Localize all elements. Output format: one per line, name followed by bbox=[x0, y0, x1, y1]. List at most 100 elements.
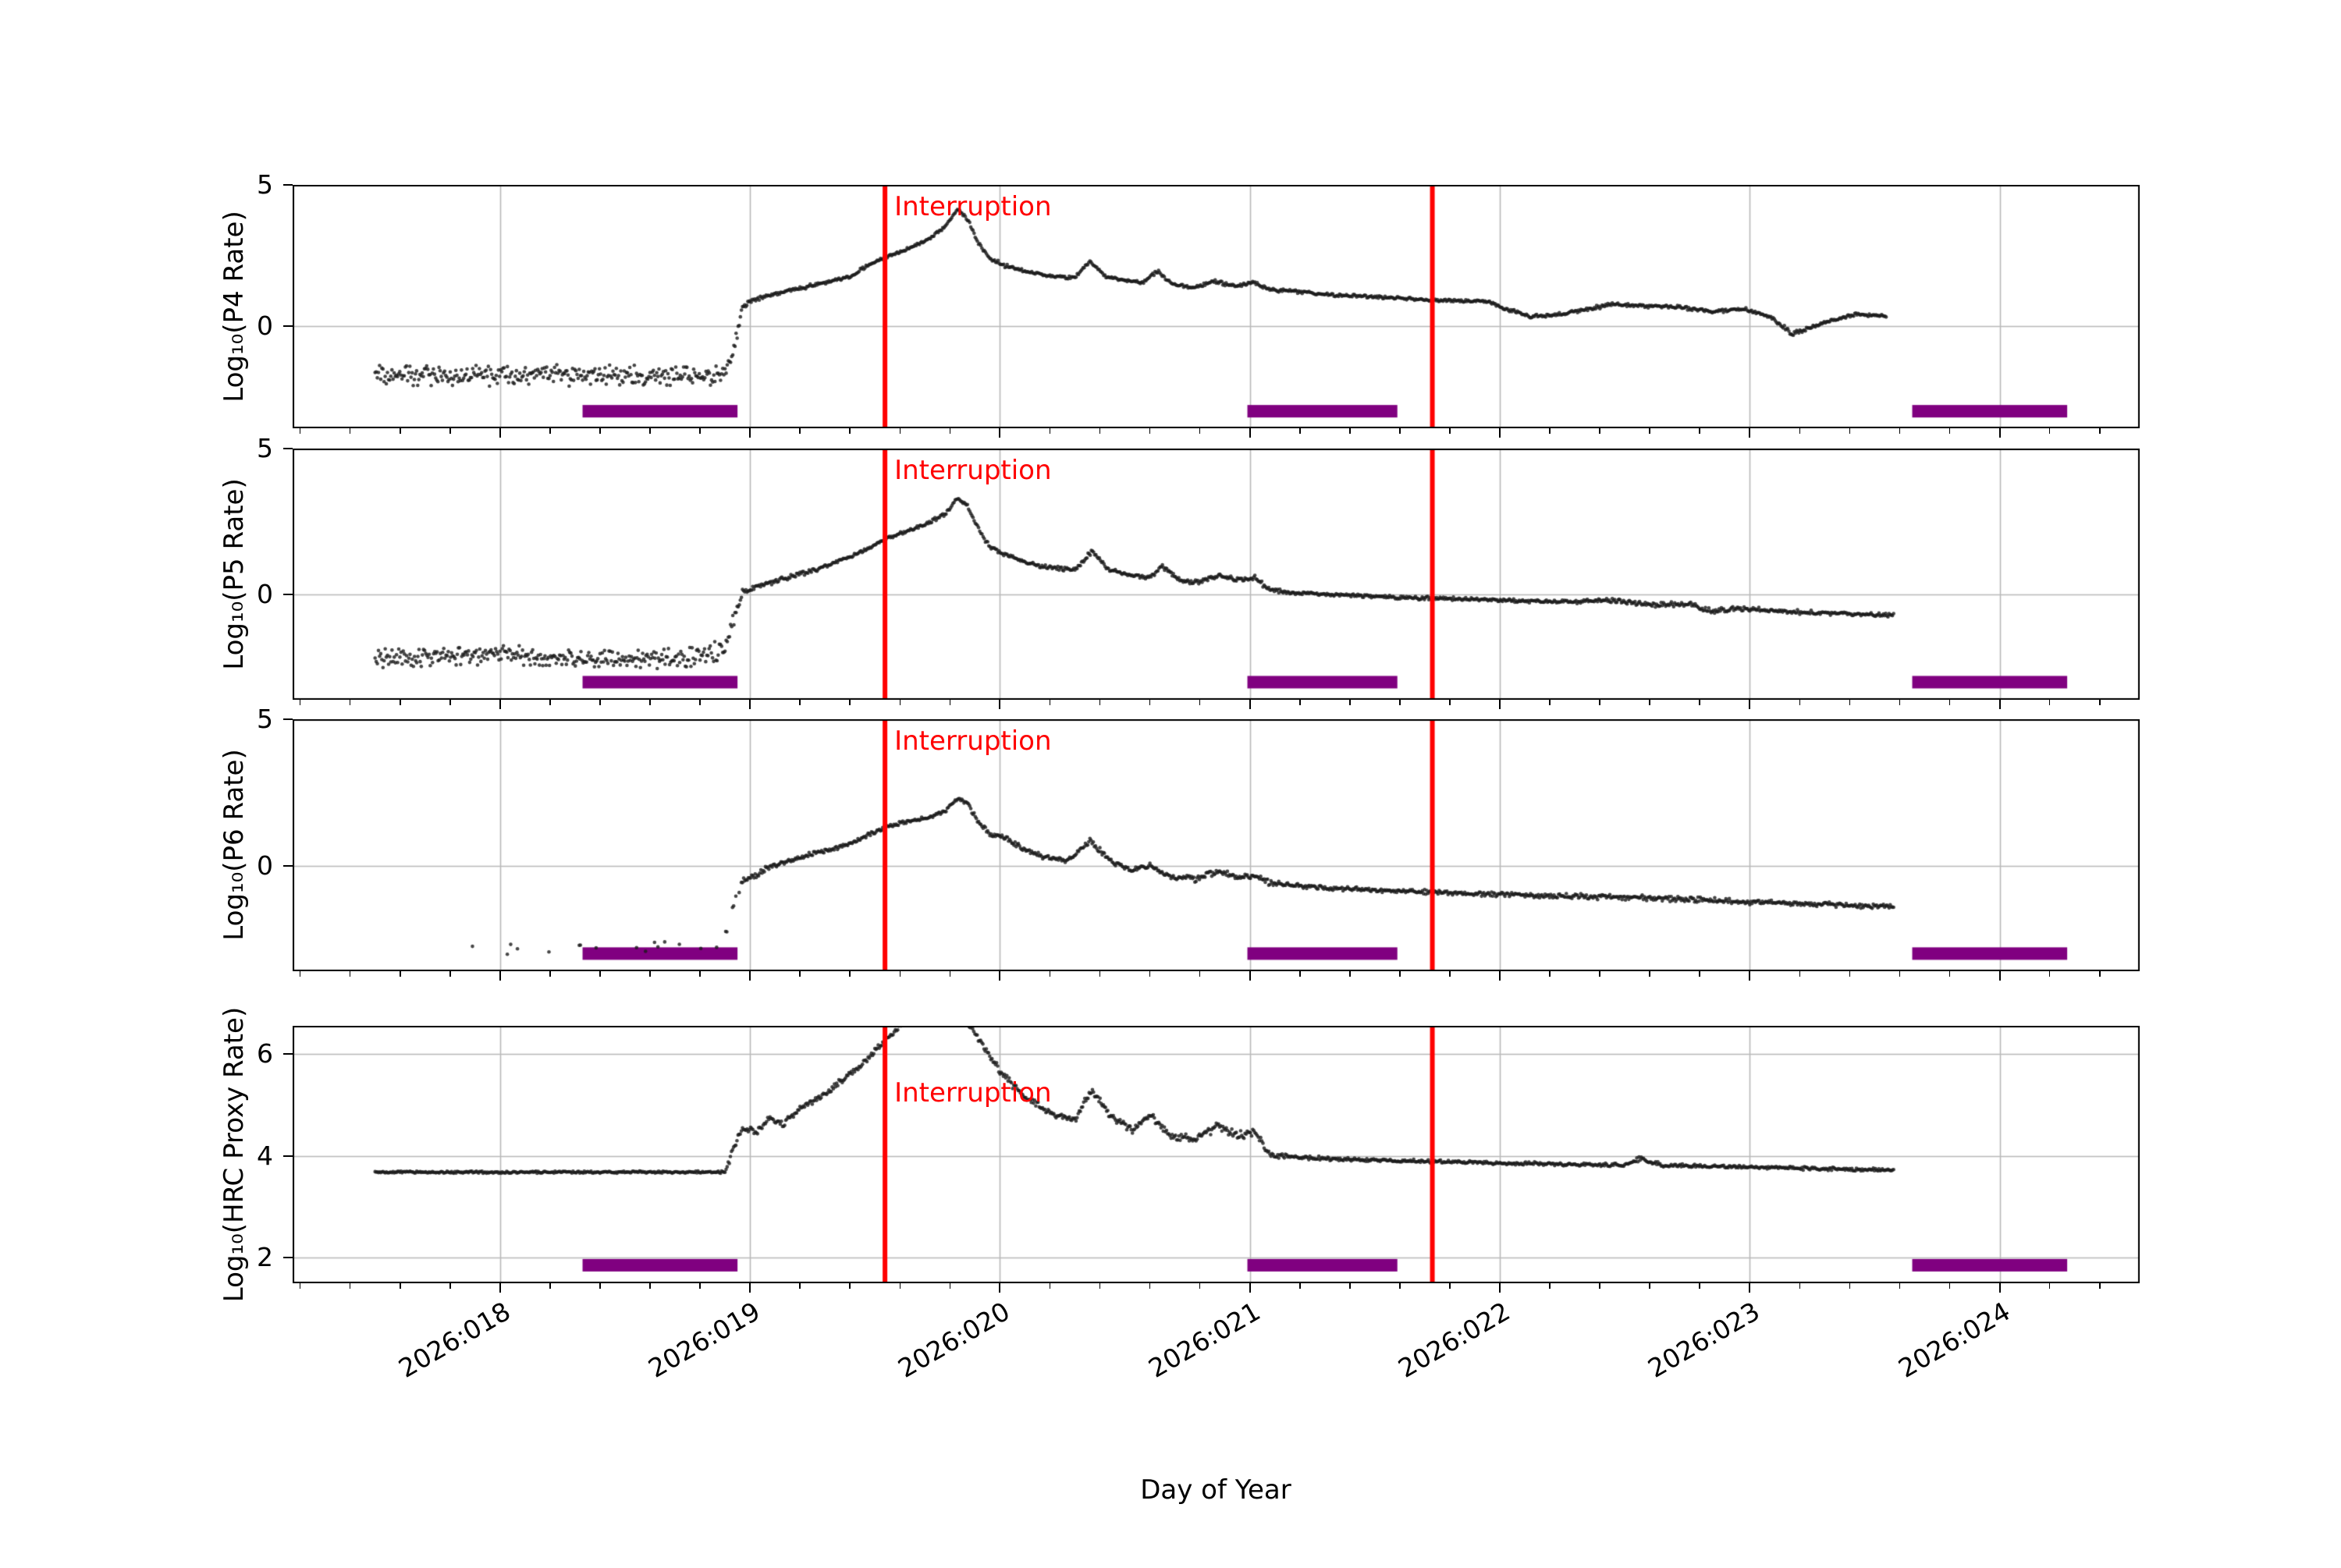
tick-mark bbox=[1649, 971, 1650, 977]
y-tick-label: 5 bbox=[257, 704, 273, 734]
tick-mark bbox=[1349, 428, 1351, 434]
tick-mark bbox=[549, 700, 551, 705]
tick-mark bbox=[1049, 700, 1051, 705]
tick-mark bbox=[283, 448, 293, 449]
tick-mark bbox=[749, 700, 751, 709]
tick-mark bbox=[1298, 428, 1301, 434]
hrc-plot-canvas bbox=[293, 1026, 2140, 1283]
y-axis-label-p5: Log₁₀(P5 Rate) bbox=[218, 478, 250, 670]
tick-mark bbox=[599, 971, 601, 977]
tick-mark bbox=[1749, 428, 1751, 438]
tick-mark bbox=[749, 428, 751, 438]
tick-mark bbox=[999, 700, 1001, 709]
tick-mark bbox=[1199, 971, 1201, 977]
tick-mark bbox=[1149, 700, 1151, 705]
tick-mark bbox=[1399, 428, 1401, 434]
tick-mark bbox=[1549, 428, 1551, 434]
tick-mark bbox=[499, 428, 501, 438]
tick-mark bbox=[1049, 428, 1051, 434]
tick-mark bbox=[1249, 1283, 1251, 1293]
tick-mark bbox=[1399, 1283, 1401, 1289]
tick-mark bbox=[1099, 1283, 1101, 1289]
tick-mark bbox=[1298, 1283, 1301, 1289]
tick-mark bbox=[1449, 700, 1451, 705]
tick-mark bbox=[899, 1283, 901, 1289]
tick-mark bbox=[1399, 971, 1401, 977]
x-tick-label: 2026:020 bbox=[893, 1296, 1015, 1384]
y-tick-label: 6 bbox=[257, 1038, 273, 1069]
tick-mark bbox=[699, 428, 701, 434]
tick-mark bbox=[1699, 428, 1701, 434]
tick-mark bbox=[1849, 971, 1851, 977]
tick-mark bbox=[1249, 428, 1251, 438]
tick-mark bbox=[699, 971, 701, 977]
tick-mark bbox=[1149, 1283, 1151, 1289]
tick-mark bbox=[1899, 428, 1901, 434]
tick-mark bbox=[1948, 428, 1951, 434]
tick-mark bbox=[1399, 700, 1401, 705]
tick-mark bbox=[2048, 700, 2051, 705]
tick-mark bbox=[1998, 971, 2001, 981]
tick-mark bbox=[283, 594, 293, 596]
x-tick-label: 2026:023 bbox=[1643, 1296, 1765, 1384]
tick-mark bbox=[1449, 428, 1451, 434]
y-tick-label: 0 bbox=[257, 310, 273, 342]
tick-mark bbox=[1149, 428, 1151, 434]
tick-mark bbox=[1549, 1283, 1551, 1289]
x-axis-label: Day of Year bbox=[1140, 1474, 1291, 1506]
tick-mark bbox=[1499, 1283, 1501, 1293]
tick-mark bbox=[449, 700, 451, 705]
y-tick-label: 5 bbox=[257, 169, 273, 200]
tick-mark bbox=[799, 428, 801, 434]
tick-mark bbox=[1049, 971, 1051, 977]
x-tick-label: 2026:022 bbox=[1393, 1296, 1515, 1384]
tick-mark bbox=[449, 1283, 451, 1289]
tick-mark bbox=[1599, 700, 1600, 705]
tick-mark bbox=[499, 1283, 501, 1293]
tick-mark bbox=[599, 700, 601, 705]
interruption-label: Interruption bbox=[894, 725, 1052, 757]
tick-mark bbox=[1549, 700, 1551, 705]
y-axis-label-p6: Log₁₀(P6 Rate) bbox=[218, 749, 250, 941]
tick-mark bbox=[1849, 428, 1851, 434]
tick-mark bbox=[2098, 700, 2101, 705]
tick-mark bbox=[349, 700, 351, 705]
tick-mark bbox=[999, 971, 1001, 981]
tick-mark bbox=[549, 1283, 551, 1289]
tick-mark bbox=[283, 1257, 293, 1259]
tick-mark bbox=[1599, 1283, 1600, 1289]
tick-mark bbox=[1499, 971, 1501, 981]
x-tick-label: 2026:024 bbox=[1892, 1296, 2016, 1384]
tick-mark bbox=[1298, 700, 1301, 705]
tick-mark bbox=[1149, 971, 1151, 977]
tick-mark bbox=[1899, 1283, 1901, 1289]
tick-mark bbox=[2098, 1283, 2101, 1289]
tick-mark bbox=[283, 718, 293, 720]
tick-mark bbox=[999, 428, 1001, 438]
tick-mark bbox=[549, 428, 551, 434]
tick-mark bbox=[1049, 1283, 1051, 1289]
interruption-label: Interruption bbox=[894, 190, 1052, 222]
tick-mark bbox=[1499, 428, 1501, 438]
tick-mark bbox=[1799, 428, 1801, 434]
x-tick-label: 2026:021 bbox=[1142, 1296, 1266, 1384]
tick-mark bbox=[649, 700, 651, 705]
tick-mark bbox=[999, 1283, 1001, 1293]
tick-mark bbox=[1499, 700, 1501, 709]
tick-mark bbox=[349, 1283, 351, 1289]
tick-mark bbox=[349, 428, 351, 434]
x-tick-label: 2026:019 bbox=[643, 1296, 766, 1384]
tick-mark bbox=[1998, 1283, 2001, 1293]
tick-mark bbox=[899, 700, 901, 705]
tick-mark bbox=[299, 971, 301, 977]
tick-mark bbox=[1649, 428, 1650, 434]
y-axis-label-p4: Log₁₀(P4 Rate) bbox=[218, 211, 250, 403]
panel-p5-rate bbox=[293, 449, 2140, 700]
tick-mark bbox=[1449, 1283, 1451, 1289]
tick-mark bbox=[1199, 1283, 1201, 1289]
tick-mark bbox=[299, 428, 301, 434]
tick-mark bbox=[1099, 971, 1101, 977]
tick-mark bbox=[1948, 700, 1951, 705]
tick-mark bbox=[949, 700, 951, 705]
